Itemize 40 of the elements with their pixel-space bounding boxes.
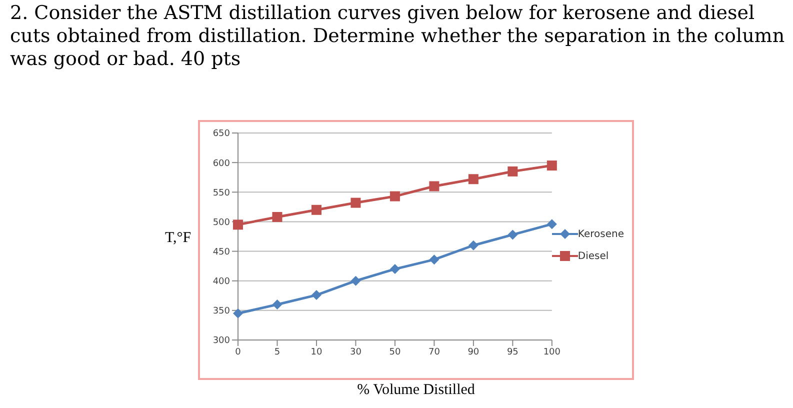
y-tick-label: 400 [212,277,230,288]
x-tick-label: 50 [389,347,401,358]
legend-label: Kerosene [578,228,624,240]
x-tick-label: 90 [468,347,480,358]
point [350,276,361,286]
y-tick-label: 450 [212,247,230,258]
chart-title: 2. Consider the ASTM distillation curves given below for kerosene and diesel cuts obtained from distillation. Determine whether the separation in the column was good or bad. 40 pts [10,2,785,71]
point [508,230,518,240]
y-tick-label: 500 [212,218,230,228]
point [546,160,557,171]
point [390,264,400,274]
x-tick-label: 95 [506,347,518,358]
point [546,219,557,230]
x-tick-label: 70 [428,347,440,358]
point [390,191,400,202]
point [272,212,282,222]
point [233,308,243,318]
y-tick-label: 350 [212,306,230,317]
x-tick-label: 30 [350,347,362,358]
x-tick-label: 100 [543,347,561,358]
x-tick-label: 0 [235,347,242,358]
y-tick-label: 550 [212,188,230,198]
point [272,300,282,310]
point [429,254,440,265]
legend-label: Diesel [578,250,609,262]
point [508,166,518,176]
point [468,174,478,184]
x-tick-label: 5 [274,347,280,358]
x-tick-label: 10 [310,347,322,358]
point [233,220,243,230]
point [311,204,322,215]
point [429,181,440,192]
y-tick-label: 600 [212,158,230,169]
point [311,290,322,300]
y-tick-label: 650 [212,129,230,140]
point [468,240,478,250]
point [350,198,361,208]
y-tick-label: 300 [212,336,230,346]
x-axis-title: % Volume Distilled [356,382,476,399]
y-axis-title: T,°F [165,230,192,247]
